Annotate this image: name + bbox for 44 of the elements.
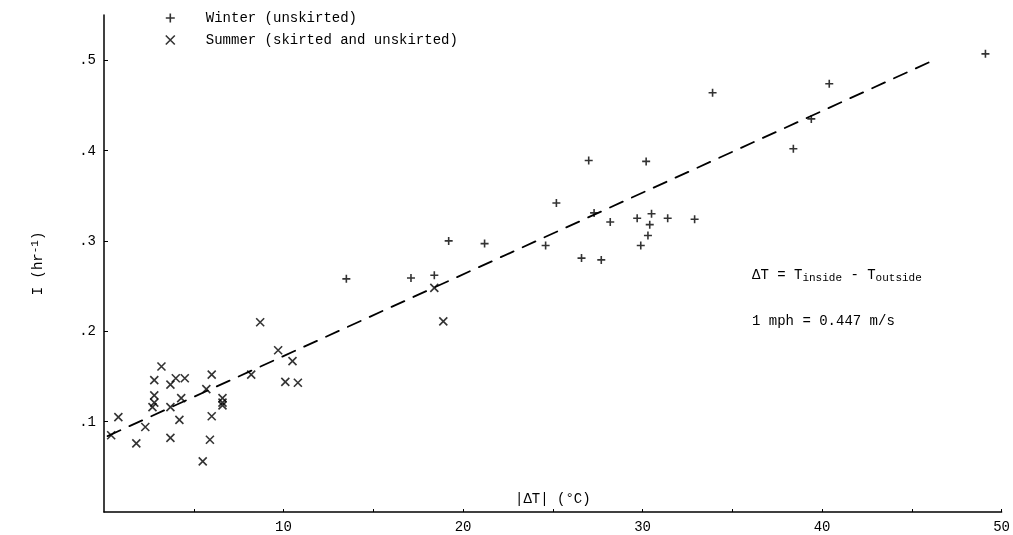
point (293, 377, 303, 388)
point (140, 422, 151, 432)
point (179, 373, 190, 384)
point (280, 377, 291, 387)
point (205, 434, 215, 445)
point (201, 384, 212, 394)
y-axis-title: I (hr-1) (28, 231, 46, 296)
legend-label: Summer (skirted and unskirted) (205, 32, 458, 48)
y-tick-label: .5 (79, 52, 96, 69)
legend-label: Winter (unskirted) (205, 10, 358, 26)
point (197, 456, 208, 467)
point (165, 379, 176, 390)
point (171, 373, 181, 384)
x-tick-label: 10 (275, 519, 292, 535)
point (206, 369, 217, 380)
point (176, 393, 186, 403)
x-axis-title: |ΔT| (°C) (514, 491, 591, 507)
point (131, 438, 142, 449)
point (147, 402, 158, 412)
point (149, 375, 160, 385)
point (206, 411, 217, 422)
annotation: 1 mph = 0.447 m/s (752, 313, 895, 329)
x-tick-label: 40 (813, 519, 831, 535)
point (429, 283, 440, 293)
y-tick-label: .1 (79, 413, 96, 430)
x-tick-label: 20 (454, 519, 472, 535)
point (273, 345, 283, 356)
point (596, 255, 607, 265)
y-tick-label: .4 (79, 142, 96, 159)
point (165, 402, 176, 412)
y-tick-label: .3 (79, 232, 96, 249)
point (246, 369, 257, 380)
point (174, 415, 185, 425)
point (113, 412, 124, 422)
point (156, 361, 167, 372)
point (605, 217, 616, 227)
x-tick-label: 50 (993, 519, 1010, 535)
point (165, 433, 176, 443)
point (106, 430, 116, 440)
point (438, 316, 449, 327)
y-tick-label: .2 (79, 323, 96, 340)
x-tick-label: 30 (634, 519, 651, 535)
point (287, 356, 298, 366)
point (255, 317, 265, 328)
